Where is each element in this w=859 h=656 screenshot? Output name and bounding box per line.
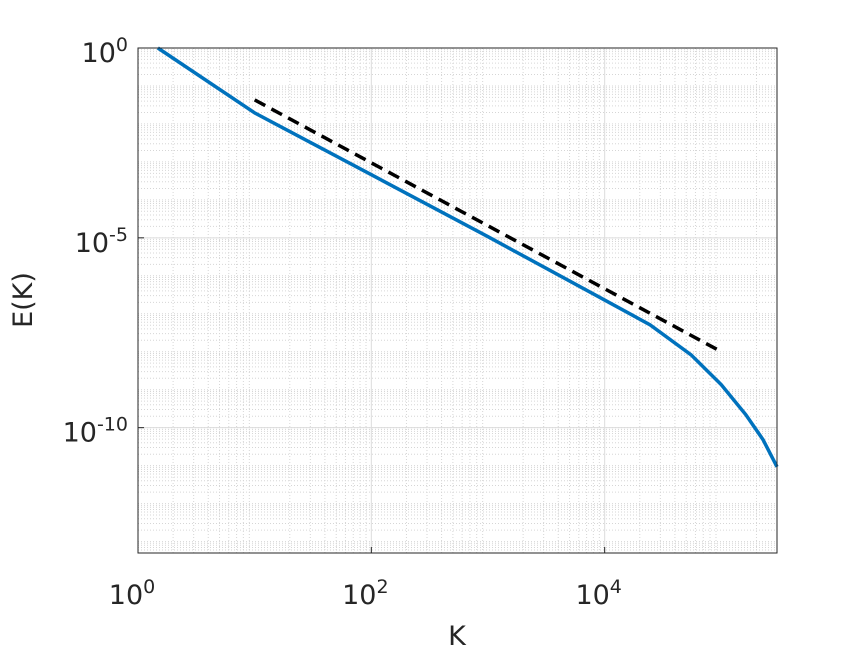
x-axis-label: K bbox=[448, 621, 467, 652]
x-tick-label: 102 bbox=[342, 576, 388, 611]
x-tick-label: 100 bbox=[109, 576, 155, 611]
y-tick-label: 100 bbox=[82, 34, 128, 69]
plot-area bbox=[156, 46, 779, 468]
series-line bbox=[253, 98, 723, 354]
y-tick-label: 10-5 bbox=[75, 224, 128, 259]
y-tick-label: 10-10 bbox=[63, 414, 128, 449]
x-tick-label: 104 bbox=[575, 576, 621, 611]
y-axis-label: E(K) bbox=[8, 272, 39, 328]
series-line bbox=[156, 46, 779, 468]
axes-box bbox=[137, 47, 778, 554]
